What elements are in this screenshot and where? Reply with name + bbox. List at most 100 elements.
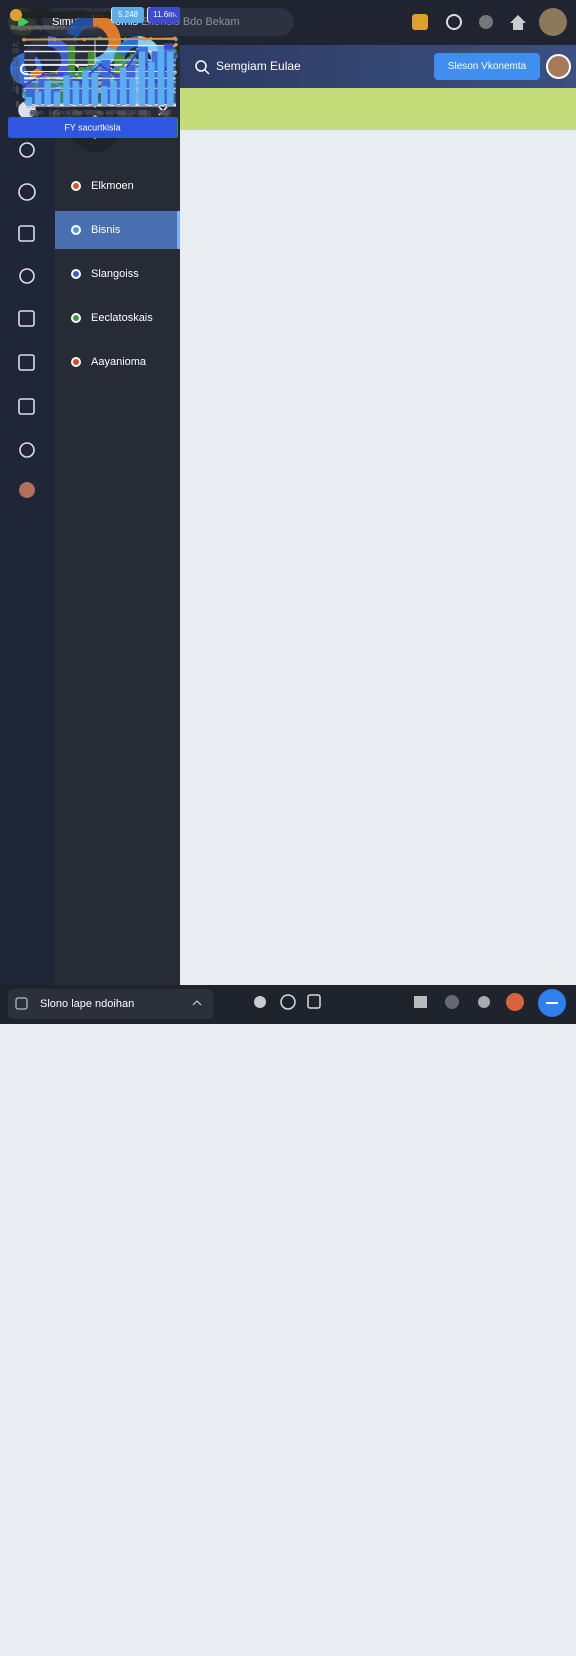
bar xyxy=(82,70,89,105)
bar xyxy=(91,72,99,105)
item-dot xyxy=(71,269,81,279)
point xyxy=(22,83,26,87)
point xyxy=(52,37,56,42)
bar xyxy=(100,86,108,105)
panel-item[interactable]: Elkmoen xyxy=(55,167,180,205)
x-tick-label: Gb xyxy=(31,112,40,118)
x-tick-label: Mi xyxy=(118,111,124,117)
bar xyxy=(25,96,33,105)
icon-rail xyxy=(0,45,55,985)
point xyxy=(41,73,45,77)
x-tick-label: 3800 xyxy=(157,111,171,117)
y-tick-label: 0 xyxy=(16,102,20,108)
card-button[interactable] xyxy=(8,117,177,138)
x-tick-label: Fo xyxy=(74,111,82,117)
x-tick-label: So xyxy=(106,113,114,119)
panel-item[interactable]: Eeclatoskais xyxy=(55,299,180,337)
y-tick-label: 15 xyxy=(12,63,19,69)
x-tick-label: Bb xyxy=(53,112,61,118)
item-label: Aayanioma xyxy=(91,356,147,368)
y-tick-label: 5 xyxy=(16,90,20,96)
x-tick-label: Sb xyxy=(30,111,38,117)
y-tick-label: 0 xyxy=(16,102,20,108)
panel-item[interactable]: Slangoiss xyxy=(55,255,180,293)
y-tick-label: 15 xyxy=(12,63,19,69)
y-tick-label: 15 xyxy=(12,62,19,68)
y-tick-label: 20 xyxy=(12,58,19,64)
x-tick-label: Ad xyxy=(125,113,132,119)
point xyxy=(174,42,178,47)
footer-search[interactable]: Slono lape ndoihan xyxy=(8,989,213,1019)
x-tick-label: 20b xyxy=(138,111,149,117)
x-tick-label: Nm xyxy=(73,111,82,117)
bottom-bar: Slono lape ndoihan xyxy=(0,985,576,1024)
y-tick-label: 10 xyxy=(12,76,19,82)
panel-item[interactable]: Aayanioma xyxy=(55,343,180,381)
y-tick-label: 10 xyxy=(12,76,19,82)
card-subtitle: Perseleutien Noeleetsian Valekell xyxy=(10,26,99,32)
bar xyxy=(138,51,146,105)
line xyxy=(23,37,176,41)
donut-segment xyxy=(48,36,72,80)
card: StangokPecilleaketroutes14.565%01020GbGM… xyxy=(0,7,186,1162)
item-dot xyxy=(71,225,81,235)
card-subtitle: Megspiselity Selnesk xyxy=(10,26,67,32)
card-title: Ndonorluis Ukonomia xyxy=(10,9,116,21)
chevron xyxy=(168,12,178,18)
card-subtitle: Mnerpiiser Viesis xyxy=(10,26,56,32)
y-tick-label: 10 xyxy=(12,87,19,93)
y-tick-label: 0 xyxy=(16,102,20,108)
x-tick-label: Do xyxy=(53,113,61,119)
y-tick-label: 0 xyxy=(16,102,20,108)
bar xyxy=(44,80,51,105)
bar xyxy=(63,75,70,105)
card-subtitle: Mergnipsedas xyxy=(10,26,48,32)
header-button[interactable]: Sleson Vkonemta xyxy=(434,53,540,80)
top-icons[interactable] xyxy=(400,6,576,40)
y-tick-label: 20 xyxy=(12,58,19,64)
y-tick-label: 30 xyxy=(12,58,19,64)
item-label: Bisnis xyxy=(91,224,121,236)
bar xyxy=(129,78,136,105)
point xyxy=(22,37,26,42)
x-tick-label: 2800 xyxy=(106,111,120,117)
x-tick-label: Cbcs xyxy=(55,111,69,117)
point xyxy=(60,84,64,89)
y-tick-label: 0 xyxy=(16,104,20,110)
main-search[interactable]: Semgiam Eulae xyxy=(216,59,301,73)
y-tick-label: 0 xyxy=(16,103,20,109)
card-subtitle: Pecilleaketroutes xyxy=(10,26,56,32)
bar xyxy=(34,91,42,105)
item-label: Elkmoen xyxy=(91,180,134,192)
x-tick-label: Tn xyxy=(144,111,151,117)
side-panel: Bisnis ElkmoenBisnisSlangoissEeclatoskai… xyxy=(55,45,180,985)
panel-item[interactable]: Bisnis xyxy=(55,211,180,249)
bar xyxy=(38,77,48,104)
bar xyxy=(134,67,142,104)
card: Plooharkasa Vkomoia Mnerpiiser Viesis 0 5 10… xyxy=(0,9,186,1411)
avatar[interactable] xyxy=(546,54,571,79)
item-label: Eeclatoskais xyxy=(91,312,153,324)
x-tick-label: 200 xyxy=(161,111,172,117)
y-tick-label: 20 xyxy=(12,72,19,78)
card-icon xyxy=(10,9,22,21)
x-tick-label: Mmb xyxy=(30,111,44,117)
card-subtitle: Perigetlo Nscehi xyxy=(10,26,54,32)
bar xyxy=(58,80,66,104)
bar xyxy=(72,80,80,105)
x-tick-label: Mo xyxy=(29,113,38,119)
accent-strip xyxy=(180,88,576,130)
x-tick-label: Bo xyxy=(31,111,39,117)
card-subtitle: Yeperes lais Dolkulias xyxy=(10,26,68,32)
bottom-icons[interactable] xyxy=(0,985,576,1024)
point xyxy=(174,52,178,57)
y-tick-label: 10 xyxy=(12,76,19,82)
x-tick-label: G xyxy=(54,111,59,117)
bar xyxy=(25,84,35,104)
card-graphic: Kankins Ckencal Megspiselity Selnesk xyxy=(10,9,178,42)
x-tick-label: Bx xyxy=(161,111,168,117)
point xyxy=(143,37,147,41)
bar xyxy=(76,82,86,104)
x-tick-label: Mr xyxy=(96,111,103,117)
